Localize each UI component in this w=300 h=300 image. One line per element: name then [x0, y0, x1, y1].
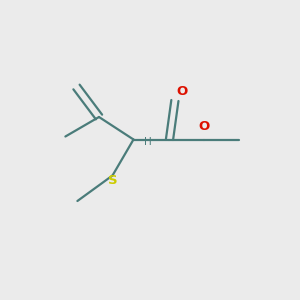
- Text: S: S: [108, 174, 117, 187]
- Text: O: O: [177, 85, 188, 98]
- Text: H: H: [144, 137, 152, 147]
- Text: O: O: [198, 120, 210, 133]
